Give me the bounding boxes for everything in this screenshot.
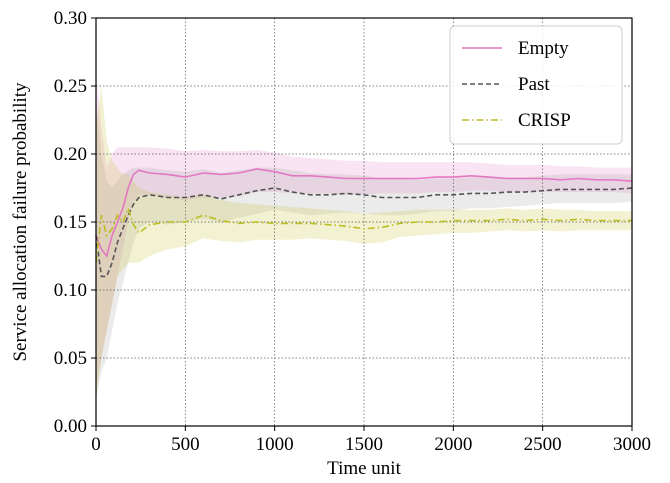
x-tick-label: 1500 (345, 434, 383, 455)
legend-label-past: Past (518, 74, 550, 95)
x-tick-label: 1000 (256, 434, 294, 455)
x-axis-title: Time unit (327, 458, 401, 479)
legend-label-empty: Empty (518, 38, 569, 59)
y-axis-title: Service allocation failure probability (10, 82, 31, 362)
x-tick-label: 0 (91, 434, 101, 455)
y-tick-label: 0.00 (54, 416, 87, 437)
series-lines (95, 168, 633, 278)
y-tick-label: 0.20 (54, 144, 87, 165)
legend: Empty Past CRISP (449, 25, 623, 145)
y-tick-label: 0.25 (54, 76, 87, 97)
x-tick-label: 2000 (434, 434, 472, 455)
x-tick-label: 500 (171, 434, 200, 455)
series-line-empty (95, 168, 633, 258)
y-tick-label: 0.30 (54, 8, 87, 29)
legend-box (449, 25, 623, 145)
series-line-past (95, 187, 633, 278)
series-line-crisp (95, 206, 632, 263)
legend-label-crisp: CRISP (518, 110, 571, 131)
y-tick-label: 0.05 (54, 348, 87, 369)
y-tick-label: 0.15 (54, 212, 87, 233)
y-axis: 0.00 0.05 0.10 0.15 0.20 0.25 0.30 (54, 8, 96, 437)
x-tick-label: 2500 (524, 434, 562, 455)
x-axis: 0 500 1000 1500 2000 2500 3000 (91, 426, 651, 455)
y-tick-label: 0.10 (54, 280, 87, 301)
x-tick-label: 3000 (613, 434, 651, 455)
